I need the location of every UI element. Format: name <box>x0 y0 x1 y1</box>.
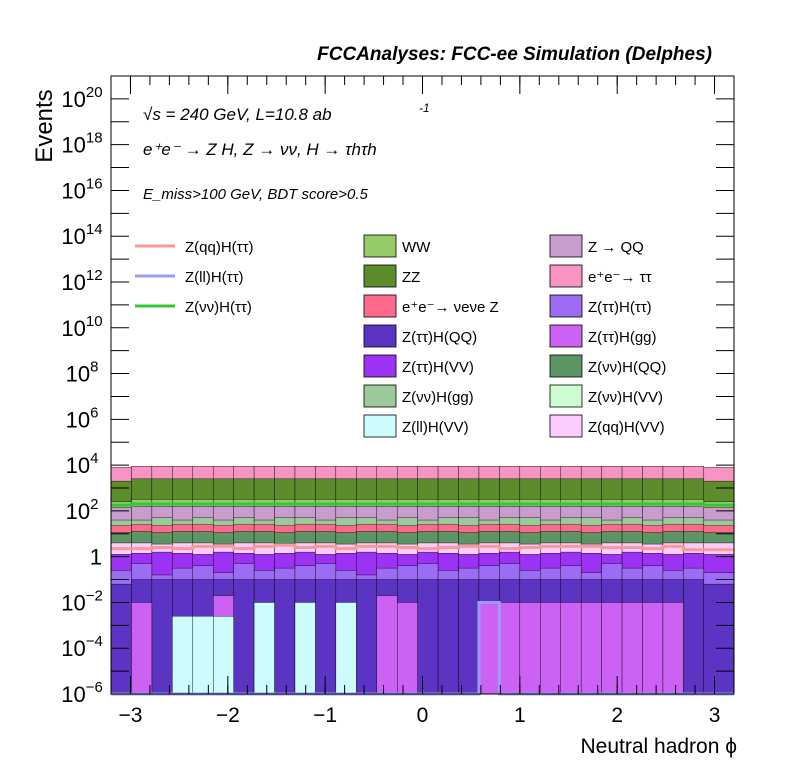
x-tick-label: −2 <box>216 704 240 727</box>
bar <box>274 579 296 695</box>
legend-label: Z(νν)H(VV) <box>588 389 663 406</box>
legend-label: Z → QQ <box>588 239 644 256</box>
y-tick-label: 1 <box>90 545 102 570</box>
bar <box>294 602 316 695</box>
legend-label: Z(νν)H(ττ) <box>185 299 252 316</box>
legend-label: Z(ττ)H(QQ) <box>402 329 477 346</box>
legend-label: e⁺e⁻→ νeνe Z <box>402 299 499 316</box>
legend-swatch-z-h-qq <box>363 324 397 348</box>
legend-swatch-z-h-qq <box>549 354 583 378</box>
bar <box>213 615 234 695</box>
signal-line-2 <box>111 502 734 507</box>
legend-swatch-z-h-vv <box>363 354 397 378</box>
legend: Z(qq)H(ττ) Z(ll)H(ττ) Z(νν)H(ττ) WW ZZ e⁺e⁻→ … <box>135 234 666 438</box>
legend-label: Z(ττ)H(gg) <box>588 329 657 346</box>
bar <box>540 602 561 695</box>
legend-swatch-e-e-e-e-z <box>363 294 397 318</box>
bar <box>478 602 500 695</box>
x-tick-label: 2 <box>611 704 623 727</box>
y-axis-label: Events <box>31 89 58 162</box>
legend-swatch-z-qq <box>549 234 583 258</box>
bar <box>110 583 132 695</box>
y-tick-label: 10−2 <box>61 587 103 615</box>
x-tick-label: −3 <box>118 704 142 727</box>
annotation-selection: E_miss>100 GeV, BDT score>0.5 <box>143 186 368 203</box>
legend-swatch-ww <box>363 234 397 258</box>
series-12 <box>172 602 357 695</box>
x-tick-label: 0 <box>417 704 429 727</box>
bar <box>642 602 664 695</box>
bar <box>356 579 377 695</box>
legend-swatch-zz <box>363 264 397 288</box>
bar <box>683 579 705 695</box>
legend-label: e⁺e⁻→ ττ <box>588 269 652 286</box>
bar <box>601 602 623 695</box>
bar <box>703 583 735 695</box>
y-tick-label: 1014 <box>61 221 102 249</box>
bar <box>233 579 255 695</box>
y-tick-label: 106 <box>66 404 99 432</box>
y-tick-label: 1012 <box>61 267 102 295</box>
bar <box>458 579 480 695</box>
chart-title: FCCAnalyses: FCC-ee Simulation (Delphes) <box>317 44 712 65</box>
bar <box>621 602 643 695</box>
legend-swatch-z-h <box>549 294 583 318</box>
y-axis-ticks: 10−6 10−4 10−2 1 102 104 106 108 1010 1012 1014 101… <box>61 75 734 707</box>
x-axis-ticks: −3 −2 −1 0 1 2 3 <box>110 76 735 727</box>
legend-label: WW <box>402 239 431 256</box>
y-tick-label: 102 <box>66 496 99 524</box>
legend-label: Z(ll)H(VV) <box>402 419 469 436</box>
annotation-energy-lumi: √s = 240 GeV, L=10.8 ab -1 <box>143 101 430 124</box>
bar <box>417 579 439 695</box>
y-tick-label: 1018 <box>61 130 102 158</box>
bar <box>172 615 193 695</box>
y-tick-label: 108 <box>66 359 99 387</box>
legend-swatch-z-qq-h-vv <box>549 414 583 438</box>
bar <box>151 579 173 695</box>
bar <box>396 602 418 695</box>
legend-label: Z(ττ)H(VV) <box>402 359 474 376</box>
y-tick-label: 10−4 <box>61 633 103 661</box>
y-tick-label: 104 <box>66 450 99 478</box>
legend-swatch-z-ll-h-vv <box>363 414 397 438</box>
x-tick-label: 1 <box>514 704 526 727</box>
legend-label: Z(ττ)H(ττ) <box>588 299 652 316</box>
energy-lumi-sup: -1 <box>419 101 430 115</box>
legend-swatch-z-h-gg <box>549 324 583 348</box>
y-tick-label: 1016 <box>61 175 102 203</box>
bar <box>519 602 541 695</box>
bar <box>560 602 582 695</box>
y-tick-label: 10−6 <box>61 679 103 707</box>
legend-label: Z(νν)H(QQ) <box>588 359 666 376</box>
bar <box>437 579 459 695</box>
bar <box>253 602 275 695</box>
stacked-bars <box>110 466 735 695</box>
legend-label: Z(ll)H(ττ) <box>185 269 244 286</box>
x-tick-label: −1 <box>313 704 337 727</box>
y-tick-label: 1020 <box>61 84 102 112</box>
legend-label: Z(qq)H(ττ) <box>185 239 254 256</box>
bar <box>131 602 153 695</box>
bar <box>662 602 684 695</box>
bar <box>192 615 214 695</box>
x-axis-label: Neutral hadron ϕ <box>580 735 737 758</box>
legend-label: Z(νν)H(gg) <box>402 389 474 406</box>
bar <box>376 595 398 695</box>
signal-line-0 <box>111 543 734 552</box>
legend-swatch-z-h-gg <box>363 384 397 408</box>
legend-swatch-e-e <box>549 264 583 288</box>
y-tick-label: 1010 <box>61 313 102 341</box>
annotation-process: e⁺e⁻ → Z H, Z → νν, H → τhτh <box>143 140 377 159</box>
bar <box>580 602 602 695</box>
legend-swatch-z-h-vv <box>549 384 583 408</box>
x-tick-label: 3 <box>709 704 721 727</box>
energy-lumi-text: √s = 240 GeV, L=10.8 ab <box>143 105 332 124</box>
legend-label: Z(qq)H(VV) <box>588 419 665 436</box>
bar <box>499 602 521 695</box>
legend-label: ZZ <box>402 269 420 286</box>
bar <box>335 602 357 695</box>
